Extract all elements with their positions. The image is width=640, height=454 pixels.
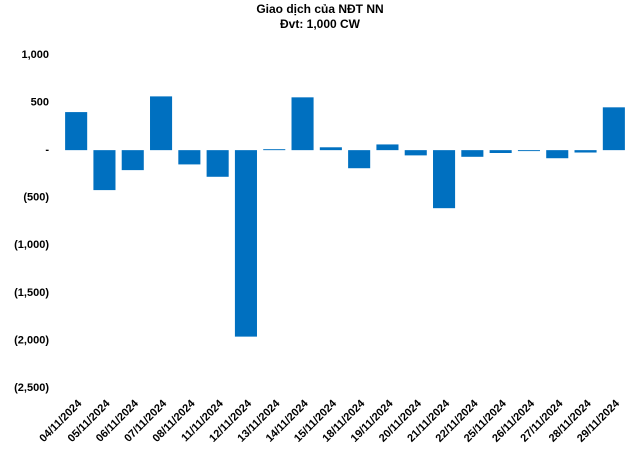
bar bbox=[546, 150, 569, 159]
bar bbox=[65, 112, 88, 151]
y-tick-label: 500 bbox=[31, 96, 49, 108]
bar bbox=[234, 150, 257, 337]
bar bbox=[517, 150, 540, 152]
bar bbox=[93, 150, 116, 191]
bar bbox=[291, 97, 314, 151]
y-tick-label: 1,000 bbox=[21, 49, 49, 61]
bar bbox=[574, 150, 597, 153]
y-tick-label: (2,500) bbox=[14, 382, 49, 394]
y-tick-label: - bbox=[45, 144, 49, 156]
bar bbox=[433, 150, 456, 209]
bar bbox=[206, 150, 229, 177]
bar bbox=[319, 147, 342, 151]
bar bbox=[461, 150, 484, 157]
chart-title: Giao dịch của NĐT NN bbox=[256, 2, 383, 16]
bar bbox=[121, 150, 144, 171]
y-tick-label: (2,000) bbox=[14, 334, 49, 346]
y-tick-label: (1,500) bbox=[14, 287, 49, 299]
bar bbox=[178, 150, 201, 165]
chart-subtitle: Đvt: 1,000 CW bbox=[280, 17, 361, 31]
bar bbox=[376, 144, 399, 151]
bar bbox=[150, 96, 173, 151]
bar bbox=[489, 150, 512, 153]
bar bbox=[263, 149, 286, 151]
bar bbox=[348, 150, 371, 169]
y-tick-label: (1,000) bbox=[14, 239, 49, 251]
bar bbox=[602, 107, 625, 151]
bar bbox=[404, 150, 427, 156]
y-tick-label: (500) bbox=[23, 192, 49, 204]
